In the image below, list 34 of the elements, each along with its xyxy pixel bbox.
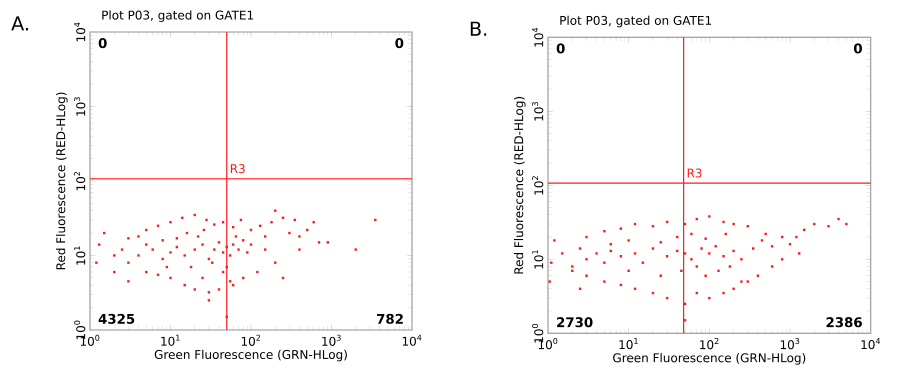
y-tick-label: 10$^{1}$ [74, 246, 86, 265]
annotation: R3 [688, 168, 702, 178]
text: B. [470, 22, 486, 36]
y-tick-label: 10$^{3}$ [74, 97, 86, 116]
annotation: 782 [377, 314, 403, 324]
annotation: 0 [98, 38, 107, 48]
x-tick-label: 10$^{1}$ [619, 338, 638, 350]
annotation: 0 [395, 38, 404, 48]
annotation: 0 [556, 43, 565, 54]
annotation: 0 [854, 43, 862, 54]
chart-title: Plot P03, gated on GATE1 [560, 16, 712, 28]
x-tick-label: 10$^{4}$ [402, 334, 422, 346]
annotation: 4325 [98, 314, 134, 324]
x-tick-label: 10$^{2}$ [700, 338, 718, 350]
annotation: 2386 [826, 317, 862, 328]
y-tick-label: 10$^{1}$ [532, 250, 544, 269]
x-tick-label: 10$^{3}$ [780, 338, 800, 350]
y-axis-title: Red Fluorescence (RED-HLog) [56, 92, 68, 270]
y-axis-title: Red Fluorescence (RED-HLog) [514, 96, 526, 274]
x-tick-label: 10$^{3}$ [322, 334, 341, 346]
x-axis-title: Green Fluorescence (GRN-HLog) [613, 353, 806, 365]
y-tick-label: 10$^{2}$ [74, 172, 86, 190]
x-tick-label: 10$^{1}$ [161, 334, 180, 346]
y-tick-label: 10$^{3}$ [532, 102, 544, 121]
annotation: 2730 [557, 317, 593, 328]
y-tick-label: 10$^{4}$ [74, 22, 86, 42]
chart-title: Plot P03, gated on GATE1 [102, 10, 253, 22]
annotation: R3 [230, 164, 245, 174]
y-tick-label: 10$^{4}$ [532, 28, 544, 47]
text: A. [11, 16, 28, 30]
x-axis-title: Green Fluorescence (GRN-HLog) [154, 350, 347, 362]
x-tick-label: 10$^{2}$ [242, 334, 260, 346]
y-tick-label: 10$^{2}$ [532, 176, 544, 195]
x-tick-label: 10$^{4}$ [861, 338, 880, 350]
